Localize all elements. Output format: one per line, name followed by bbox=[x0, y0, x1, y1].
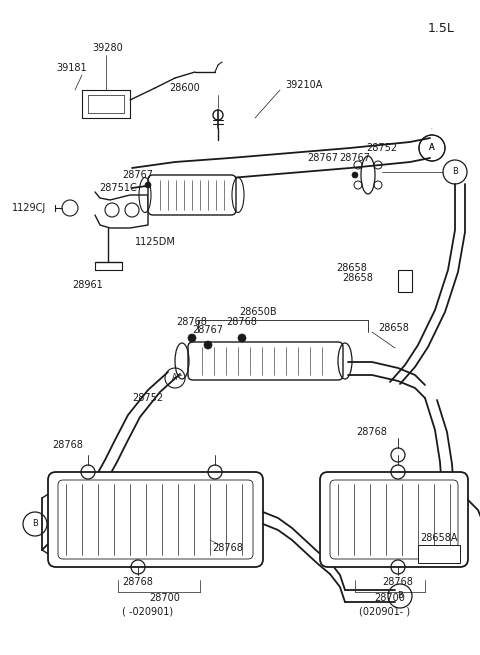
Text: A: A bbox=[429, 143, 435, 153]
Text: 28961: 28961 bbox=[72, 280, 103, 290]
Text: 28658: 28658 bbox=[343, 273, 373, 283]
Text: 28768: 28768 bbox=[122, 577, 154, 587]
Circle shape bbox=[352, 172, 358, 178]
Text: 28752: 28752 bbox=[132, 393, 164, 403]
Circle shape bbox=[188, 334, 196, 342]
Text: B: B bbox=[397, 591, 403, 601]
Text: 28752: 28752 bbox=[366, 143, 397, 153]
Circle shape bbox=[204, 341, 212, 349]
Text: A: A bbox=[172, 373, 178, 383]
Text: 28768: 28768 bbox=[213, 543, 243, 553]
Text: 1.5L: 1.5L bbox=[428, 22, 455, 35]
Text: 28658: 28658 bbox=[378, 323, 409, 333]
Text: 28767: 28767 bbox=[192, 325, 224, 335]
Text: B: B bbox=[32, 519, 38, 529]
Bar bbox=[418, 545, 460, 563]
Text: 1129CJ: 1129CJ bbox=[12, 203, 46, 213]
FancyBboxPatch shape bbox=[48, 472, 263, 567]
Text: 28767: 28767 bbox=[307, 153, 338, 163]
Text: 28700: 28700 bbox=[374, 593, 406, 603]
Text: A: A bbox=[429, 143, 435, 153]
Text: 28658A: 28658A bbox=[420, 533, 457, 543]
Text: 28600: 28600 bbox=[169, 83, 200, 93]
Text: (020901- ): (020901- ) bbox=[360, 607, 410, 617]
Text: 28768: 28768 bbox=[357, 427, 387, 437]
Text: 28650B: 28650B bbox=[239, 307, 277, 317]
Text: 28768: 28768 bbox=[227, 317, 257, 327]
Bar bbox=[398, 270, 412, 292]
FancyBboxPatch shape bbox=[188, 342, 343, 380]
Circle shape bbox=[145, 182, 151, 188]
Text: 28767: 28767 bbox=[339, 153, 371, 163]
Text: 39181: 39181 bbox=[57, 63, 87, 73]
FancyBboxPatch shape bbox=[148, 175, 236, 215]
Text: 28768: 28768 bbox=[177, 317, 207, 327]
Text: 28767: 28767 bbox=[122, 170, 154, 180]
Text: 28751C: 28751C bbox=[99, 183, 137, 193]
Text: 28768: 28768 bbox=[53, 440, 84, 450]
Text: (A): (A) bbox=[431, 127, 433, 129]
Text: ( -020901): ( -020901) bbox=[122, 607, 174, 617]
Text: B: B bbox=[452, 168, 458, 176]
Text: 1125DM: 1125DM bbox=[134, 237, 175, 247]
Text: 28768: 28768 bbox=[383, 577, 413, 587]
Text: 39210A: 39210A bbox=[285, 80, 323, 90]
FancyBboxPatch shape bbox=[320, 472, 468, 567]
Text: 28658: 28658 bbox=[336, 263, 367, 273]
Text: 28700: 28700 bbox=[150, 593, 180, 603]
Circle shape bbox=[238, 334, 246, 342]
Text: 39280: 39280 bbox=[93, 43, 123, 53]
